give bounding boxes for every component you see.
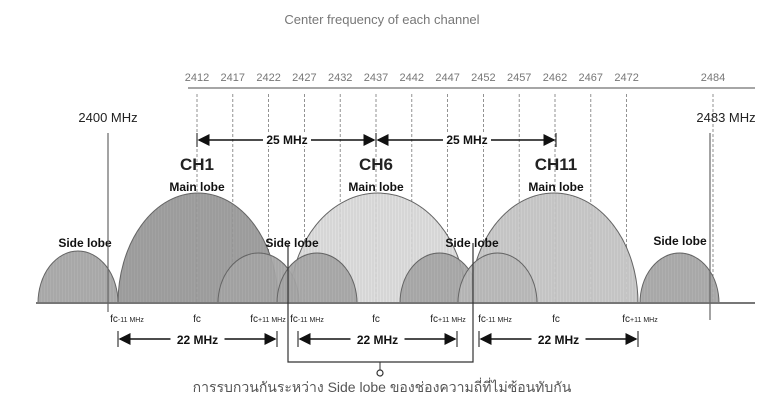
side-lobe-label: Side lobe	[445, 236, 499, 250]
caption: การรบกวนกันระหว่าง Side lobe ของช่องความ…	[193, 378, 572, 395]
fc-label: fc	[552, 314, 560, 325]
side-lobe-label: Side lobe	[265, 236, 319, 250]
fc-label: fc+11 MHz	[622, 314, 658, 325]
bandwidth-label: 22 MHz	[538, 333, 579, 347]
fc-label: fc-11 MHz	[478, 314, 512, 325]
frequency-tick-label: 2472	[614, 72, 638, 84]
fc-label: fc+11 MHz	[250, 314, 286, 325]
spacing-label: 25 MHz	[266, 133, 307, 147]
channel-name: CH11	[535, 155, 578, 174]
fc-label: fc	[372, 314, 380, 325]
fc-label: fc-11 MHz	[290, 314, 324, 325]
main-lobe-label: Main lobe	[169, 180, 225, 194]
frequency-tick-label: 2462	[543, 72, 567, 84]
channel-name: CH1	[180, 155, 214, 174]
side-lobe-hatch	[277, 253, 357, 303]
main-lobe-label: Main lobe	[348, 180, 404, 194]
main-lobe-label: Main lobe	[528, 180, 584, 194]
frequency-tick-label: 2412	[185, 72, 209, 84]
side-lobe-hatch	[38, 251, 118, 303]
side-lobe-hatch	[458, 253, 537, 303]
fc-label: fc	[193, 314, 201, 325]
frequency-tick-label: 2447	[435, 72, 459, 84]
frequency-tick-label: 2457	[507, 72, 531, 84]
frequency-tick-label: 2432	[328, 72, 352, 84]
frequency-tick-label: 2467	[579, 72, 603, 84]
band-end-label: 2483 MHz	[696, 110, 755, 125]
side-lobe-label: Side lobe	[653, 234, 707, 248]
side-lobe-label: Side lobe	[58, 236, 112, 250]
fc-label: fc+11 MHz	[430, 314, 466, 325]
frequency-tick-label: 2442	[400, 72, 424, 84]
fc-label: fc-11 MHz	[110, 314, 144, 325]
channel-name: CH6	[359, 155, 393, 174]
frequency-tick-label: 2422	[256, 72, 280, 84]
frequency-tick-label: 2484	[701, 72, 725, 84]
bandwidth-label: 22 MHz	[357, 333, 398, 347]
frequency-tick-label: 2437	[364, 72, 388, 84]
frequency-tick-label: 2427	[292, 72, 316, 84]
diagram-title: Center frequency of each channel	[284, 12, 479, 27]
bracket-point	[376, 369, 384, 377]
spacing-label: 25 MHz	[446, 133, 487, 147]
frequency-tick-label: 2452	[471, 72, 495, 84]
band-start-label: 2400 MHz	[78, 110, 137, 125]
side-lobe-hatch	[640, 253, 719, 303]
frequency-tick-label: 2417	[221, 72, 245, 84]
bandwidth-label: 22 MHz	[177, 333, 218, 347]
